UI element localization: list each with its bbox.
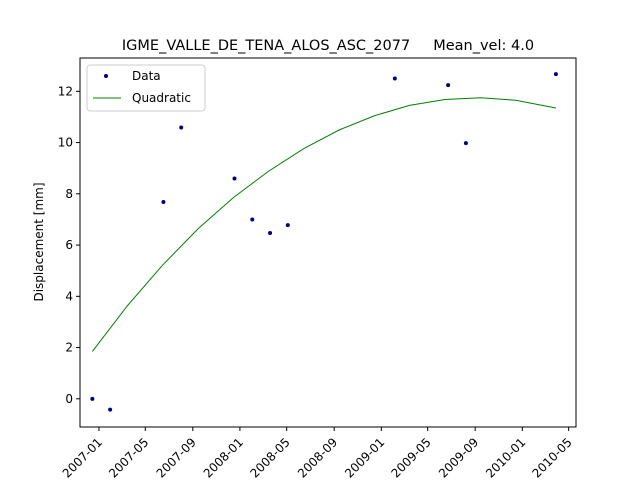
y-tick-label: 12 — [58, 84, 73, 98]
y-tick-label: 6 — [65, 238, 73, 252]
data-point — [108, 407, 113, 412]
data-point — [392, 76, 397, 81]
legend-box — [86, 64, 206, 112]
chart-title: IGME_VALLE_DE_TENA_ALOS_ASC_2077 Mean_ve… — [122, 38, 534, 54]
x-tick-label: 2007-09 — [154, 435, 199, 480]
x-axis: 2007-01 2007-05 2007-09 2008-01 2008-05 2008-… — [60, 427, 575, 480]
x-tick-label: 2008-05 — [247, 435, 292, 480]
x-tick-label: 2010-01 — [483, 435, 528, 480]
quadratic-fit-line — [91, 97, 557, 352]
legend-marker-data — [104, 74, 108, 78]
data-point — [90, 396, 95, 401]
x-tick-label: 2009-09 — [436, 435, 481, 480]
y-axis: 0 2 4 6 8 10 12 — [58, 84, 80, 406]
data-point — [268, 231, 273, 236]
data-point — [179, 125, 184, 130]
data-point — [250, 217, 255, 222]
x-tick-label: 2009-01 — [342, 435, 387, 480]
quadratic-line-layer — [91, 97, 557, 352]
legend: Data Quadratic — [86, 64, 206, 112]
data-point — [553, 72, 558, 77]
y-tick-label: 8 — [65, 187, 73, 201]
plot-area — [79, 57, 577, 428]
data-point — [446, 83, 451, 88]
data-point — [161, 200, 166, 205]
x-tick-label: 2007-05 — [106, 435, 151, 480]
x-tick-label: 2008-01 — [201, 435, 246, 480]
x-tick-label: 2010-05 — [529, 435, 574, 480]
legend-label-quadratic: Quadratic — [132, 91, 191, 105]
x-tick-label: 2008-09 — [295, 435, 340, 480]
x-tick-label: 2009-05 — [388, 435, 433, 480]
x-tick-label: 2007-01 — [60, 435, 105, 480]
y-tick-label: 0 — [65, 392, 73, 406]
y-tick-label: 4 — [65, 289, 73, 303]
data-point — [285, 223, 290, 228]
data-point — [463, 141, 468, 146]
y-tick-label: 2 — [65, 341, 73, 355]
plot-frame — [79, 57, 577, 428]
data-points-layer — [90, 72, 558, 412]
y-axis-label: Displacement [mm] — [32, 182, 46, 301]
legend-label-data: Data — [132, 69, 161, 83]
data-point — [232, 176, 237, 181]
y-tick-label: 10 — [58, 136, 73, 150]
